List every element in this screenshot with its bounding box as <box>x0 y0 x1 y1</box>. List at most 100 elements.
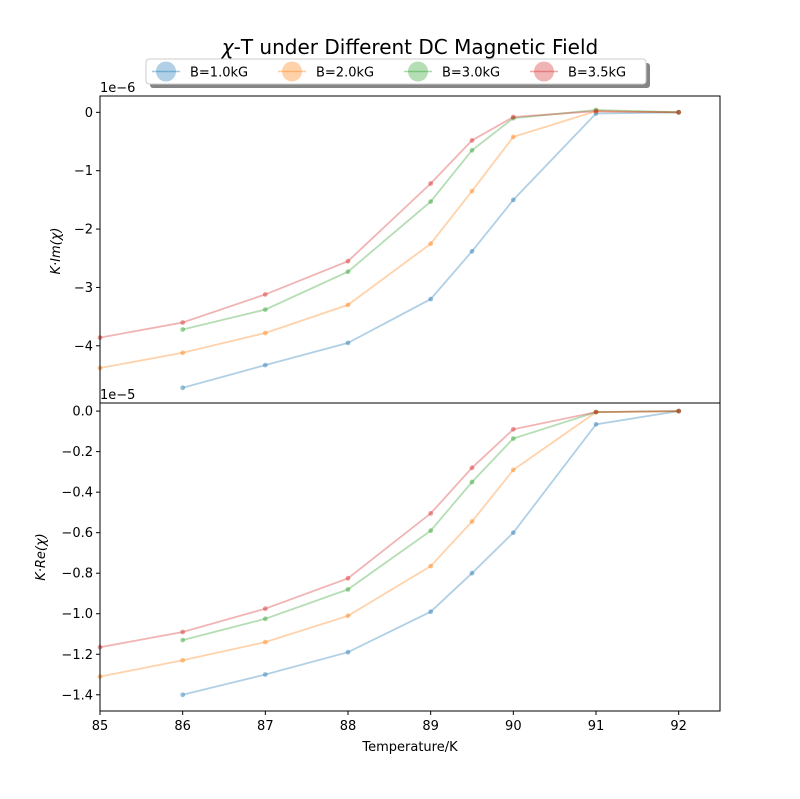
top-series-1-point-2 <box>262 330 268 336</box>
top-series-1-point-8 <box>676 109 682 115</box>
bottom-series-2-point-1 <box>262 616 268 622</box>
bottom-y-tick-label-3: −0.6 <box>61 526 93 541</box>
bottom-series-2-point-0 <box>180 637 186 643</box>
x-tick-label-1: 86 <box>174 719 191 734</box>
bottom-series-0-point-7 <box>676 408 682 414</box>
bottom-panel: 0.0 −0.2 −0.4 −0.6 −0.8 −1.0 −1.2 −1.4 85 86 87 88… <box>34 388 721 755</box>
top-series-2-point-7 <box>676 109 682 115</box>
bottom-y-tick-label-7: −1.4 <box>61 688 93 703</box>
bottom-plot-series <box>97 408 682 698</box>
top-series-0-point-2 <box>345 340 351 346</box>
bottom-series-3-point-7 <box>593 409 599 415</box>
legend-label-0: B=1.0kG <box>190 66 248 81</box>
bottom-y-tick-label-2: −0.4 <box>61 486 93 501</box>
legend-marker-1 <box>282 61 302 82</box>
bottom-series-2-point-6 <box>593 409 599 415</box>
bottom-series-1-point-3 <box>345 613 351 619</box>
top-y-offset-text: 1e−6 <box>100 81 135 96</box>
chart-title-symbol: χ <box>221 35 235 59</box>
bottom-series-1-point-6 <box>510 467 516 473</box>
bottom-series-2-point-4 <box>469 479 475 485</box>
bottom-series-0-point-1 <box>262 672 268 677</box>
top-series-0-point-6 <box>593 111 599 116</box>
legend-label-3: B=3.5kG <box>568 66 626 81</box>
x-tick-label-6: 91 <box>588 719 605 734</box>
top-plot-series <box>97 107 682 391</box>
top-series-2-point-6 <box>593 107 599 113</box>
bottom-series-line-3 <box>99 410 679 649</box>
bottom-series-line-2 <box>182 410 679 641</box>
bottom-series-2-point-5 <box>510 436 516 441</box>
bottom-series-3-point-2 <box>262 606 268 612</box>
bottom-series-0-point-6 <box>593 421 599 427</box>
x-tick-label-5: 90 <box>505 719 522 734</box>
x-tick-label-3: 88 <box>340 719 357 734</box>
top-series-3-point-5 <box>469 138 475 143</box>
bottom-y-tick-label-0: 0.0 <box>72 405 93 420</box>
top-series-line-1 <box>99 110 679 369</box>
top-y-axis-label: K·Im(χ) <box>49 228 64 275</box>
bottom-series-1-point-4 <box>428 563 434 569</box>
legend: B=1.0kG B=2.0kG B=3.0kG B=3.5kG <box>145 58 650 88</box>
top-series-0-point-0 <box>180 385 186 391</box>
bottom-plot-frame <box>99 402 721 712</box>
top-series-line-3 <box>99 110 679 339</box>
legend-items: B=1.0kG B=2.0kG B=3.0kG B=3.5kG <box>152 61 626 82</box>
bottom-series-3-point-1 <box>180 629 186 635</box>
bottom-series-2-point-7 <box>676 408 682 414</box>
bottom-series-0-point-4 <box>469 570 475 576</box>
chart-title-text: -T under Different DC Magnetic Field <box>234 35 599 59</box>
top-series-line-2 <box>182 109 679 331</box>
bottom-series-0-point-2 <box>345 649 351 655</box>
bottom-series-3-point-3 <box>345 575 351 581</box>
top-y-tick-label-0: 0 <box>85 106 93 121</box>
bottom-series-0-point-5 <box>510 530 516 536</box>
top-y-tick-label-2: −2 <box>74 223 93 238</box>
top-series-2-point-4 <box>469 147 475 153</box>
legend-label-1: B=2.0kG <box>316 66 374 81</box>
top-series-0-point-7 <box>676 109 682 115</box>
top-series-2-point-1 <box>262 307 268 312</box>
chart-title: χ-T under Different DC Magnetic Field <box>221 35 598 59</box>
top-y-tick-label-4: −4 <box>74 339 93 354</box>
top-series-0-point-1 <box>262 362 268 368</box>
top-y-tick-label-1: −1 <box>74 164 93 179</box>
x-tick-label-2: 87 <box>257 719 274 734</box>
bottom-series-line-1 <box>99 410 679 678</box>
top-series-1-point-5 <box>469 188 475 194</box>
x-axis-label: Temperature/K <box>361 740 458 755</box>
top-series-1-point-6 <box>510 134 516 140</box>
top-series-1-point-7 <box>593 108 599 114</box>
top-series-0-point-5 <box>510 197 516 203</box>
bottom-y-axis-label: K·Re(χ) <box>34 533 49 581</box>
top-series-3-point-7 <box>593 108 599 114</box>
top-series-2-point-5 <box>510 115 516 121</box>
bottom-y-ticks: 0.0 −0.2 −0.4 −0.6 −0.8 −1.0 −1.2 −1.4 <box>61 405 100 703</box>
top-series-0-point-3 <box>428 296 434 302</box>
top-y-ticks: 0 −1 −2 −3 −4 <box>74 106 100 354</box>
x-tick-label-4: 89 <box>422 719 439 734</box>
bottom-y-tick-label-5: −1.0 <box>61 607 93 622</box>
top-series-3-point-8 <box>676 109 682 115</box>
bottom-y-tick-label-1: −0.2 <box>61 445 93 460</box>
bottom-series-1-point-5 <box>469 519 475 524</box>
legend-label-2: B=3.0kG <box>442 66 500 81</box>
x-tick-label-7: 92 <box>670 719 687 734</box>
top-series-2-point-2 <box>345 269 351 275</box>
top-series-2-point-0 <box>180 327 186 332</box>
bottom-series-1-point-7 <box>593 409 599 415</box>
top-series-1-point-3 <box>345 302 351 308</box>
bottom-y-tick-label-4: −0.8 <box>61 567 93 582</box>
bottom-series-3-point-8 <box>676 408 682 414</box>
top-series-line-0 <box>182 111 679 389</box>
bottom-y-offset-text: 1e−5 <box>100 388 135 403</box>
top-series-2-point-3 <box>428 199 434 205</box>
legend-marker-3 <box>534 61 554 82</box>
legend-frame <box>145 58 647 85</box>
top-series-3-point-3 <box>345 258 351 264</box>
bottom-series-3-point-5 <box>469 465 475 471</box>
bottom-series-1-point-1 <box>180 657 186 663</box>
bottom-series-2-point-2 <box>345 587 351 592</box>
bottom-series-0-point-3 <box>428 609 434 615</box>
